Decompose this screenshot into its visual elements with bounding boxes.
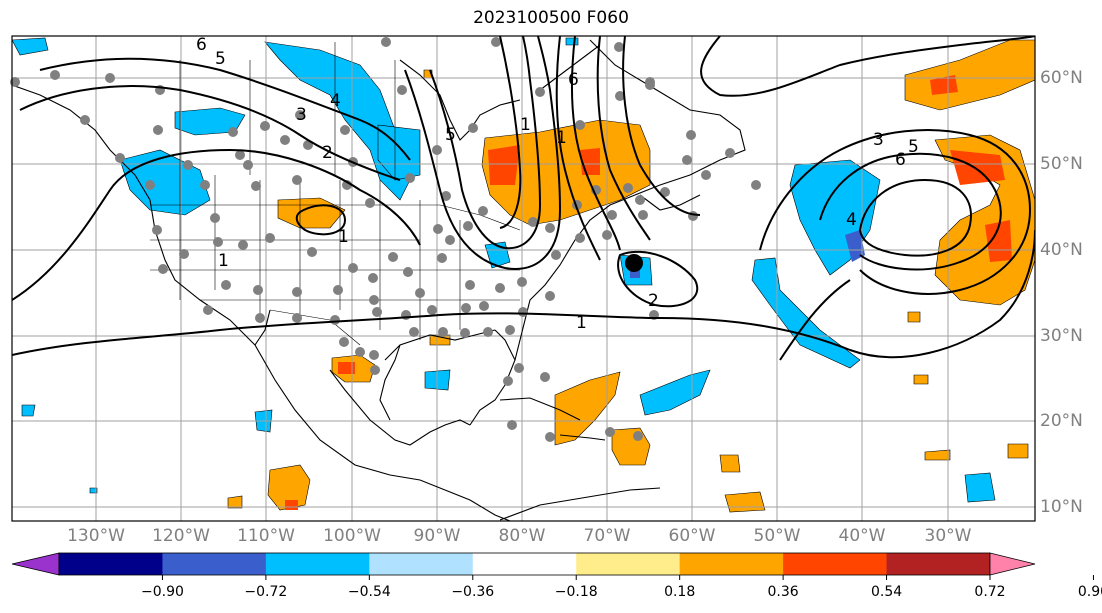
contour-label: 1 <box>218 251 229 271</box>
station-dots <box>10 37 761 442</box>
colorbar-cell <box>265 553 370 575</box>
longitude-label: 90°W <box>413 526 461 546</box>
contour-label: 5 <box>908 137 919 157</box>
latitude-label: 10°N <box>1040 497 1083 517</box>
contour-label: 6 <box>196 35 207 55</box>
strong-positive-regions <box>285 75 1012 510</box>
contour-label: 5 <box>445 125 456 145</box>
contour-label: 4 <box>846 210 857 230</box>
longitude-label: 100°W <box>323 526 381 546</box>
colorbar-cell <box>783 553 888 575</box>
latitude-label: 50°N <box>1040 154 1083 174</box>
map-title: 2023100500 F060 <box>473 8 629 28</box>
contour-lines <box>12 36 1035 361</box>
contour-label: 2 <box>648 291 659 311</box>
longitude-label: 130°W <box>67 526 125 546</box>
contour-label: 1 <box>576 313 587 333</box>
contour-label: 3 <box>296 105 307 125</box>
colorbar <box>11 552 1094 580</box>
colorbar-cell <box>679 553 784 575</box>
contour-label: 6 <box>568 70 579 90</box>
contour-label: 4 <box>330 91 341 111</box>
colorbar-tick-label: −0.72 <box>244 584 288 600</box>
coastlines <box>12 39 746 521</box>
colorbar-tick-label: 0.72 <box>974 584 1006 600</box>
shaded-fields <box>12 37 1035 513</box>
contour-label-group: 6 5 4 3 2 1 1 1 1 5 6 2 1 3 6 5 4 <box>196 35 919 333</box>
contour-label: 1 <box>556 128 567 148</box>
contour-label: 1 <box>520 115 531 135</box>
colorbar-ticks <box>161 575 1094 580</box>
longitude-label: 30°W <box>924 526 972 546</box>
colorbar-cell <box>369 553 474 575</box>
colorbar-tick-label: −0.18 <box>554 584 598 600</box>
longitude-label: 40°W <box>838 526 886 546</box>
contour-label: 5 <box>215 49 226 69</box>
colorbar-cell <box>59 553 163 575</box>
colorbar-tick-label: 0.54 <box>870 584 903 600</box>
longitude-label: 110°W <box>237 526 295 546</box>
colorbar-cell <box>886 553 991 575</box>
contour-label: 3 <box>873 130 884 150</box>
longitude-label: 80°W <box>498 526 546 546</box>
colorbar-extend-high <box>989 552 1036 576</box>
colorbar-extend-low <box>11 552 60 576</box>
latitude-label: 40°N <box>1040 240 1083 260</box>
colorbar-tick-label: −0.54 <box>347 584 391 600</box>
colorbar-tick-label: 0.90 <box>1077 584 1102 600</box>
storm-center-icon <box>625 254 643 272</box>
latitude-label: 30°N <box>1040 326 1083 346</box>
colorbar-tick-label: 0.18 <box>664 584 696 600</box>
latitude-label: 60°N <box>1040 68 1083 88</box>
latitude-label: 20°N <box>1040 411 1083 431</box>
contour-label: 2 <box>322 143 333 163</box>
colorbar-tick-label: −0.36 <box>451 584 495 600</box>
contour-label: 1 <box>338 227 349 247</box>
longitude-label: 60°W <box>668 526 716 546</box>
colorbar-cells <box>58 552 991 576</box>
colorbar-cell <box>162 553 267 575</box>
colorbar-tick-label: −0.90 <box>140 584 184 600</box>
colorbar-cell <box>472 553 577 575</box>
colorbar-tick-label: 0.36 <box>767 584 799 600</box>
longitude-label: 70°W <box>583 526 631 546</box>
longitude-label: 120°W <box>152 526 210 546</box>
contour-label: 6 <box>895 150 906 170</box>
longitude-label: 50°W <box>753 526 801 546</box>
colorbar-cell <box>576 553 681 575</box>
map-frame <box>11 35 1036 522</box>
